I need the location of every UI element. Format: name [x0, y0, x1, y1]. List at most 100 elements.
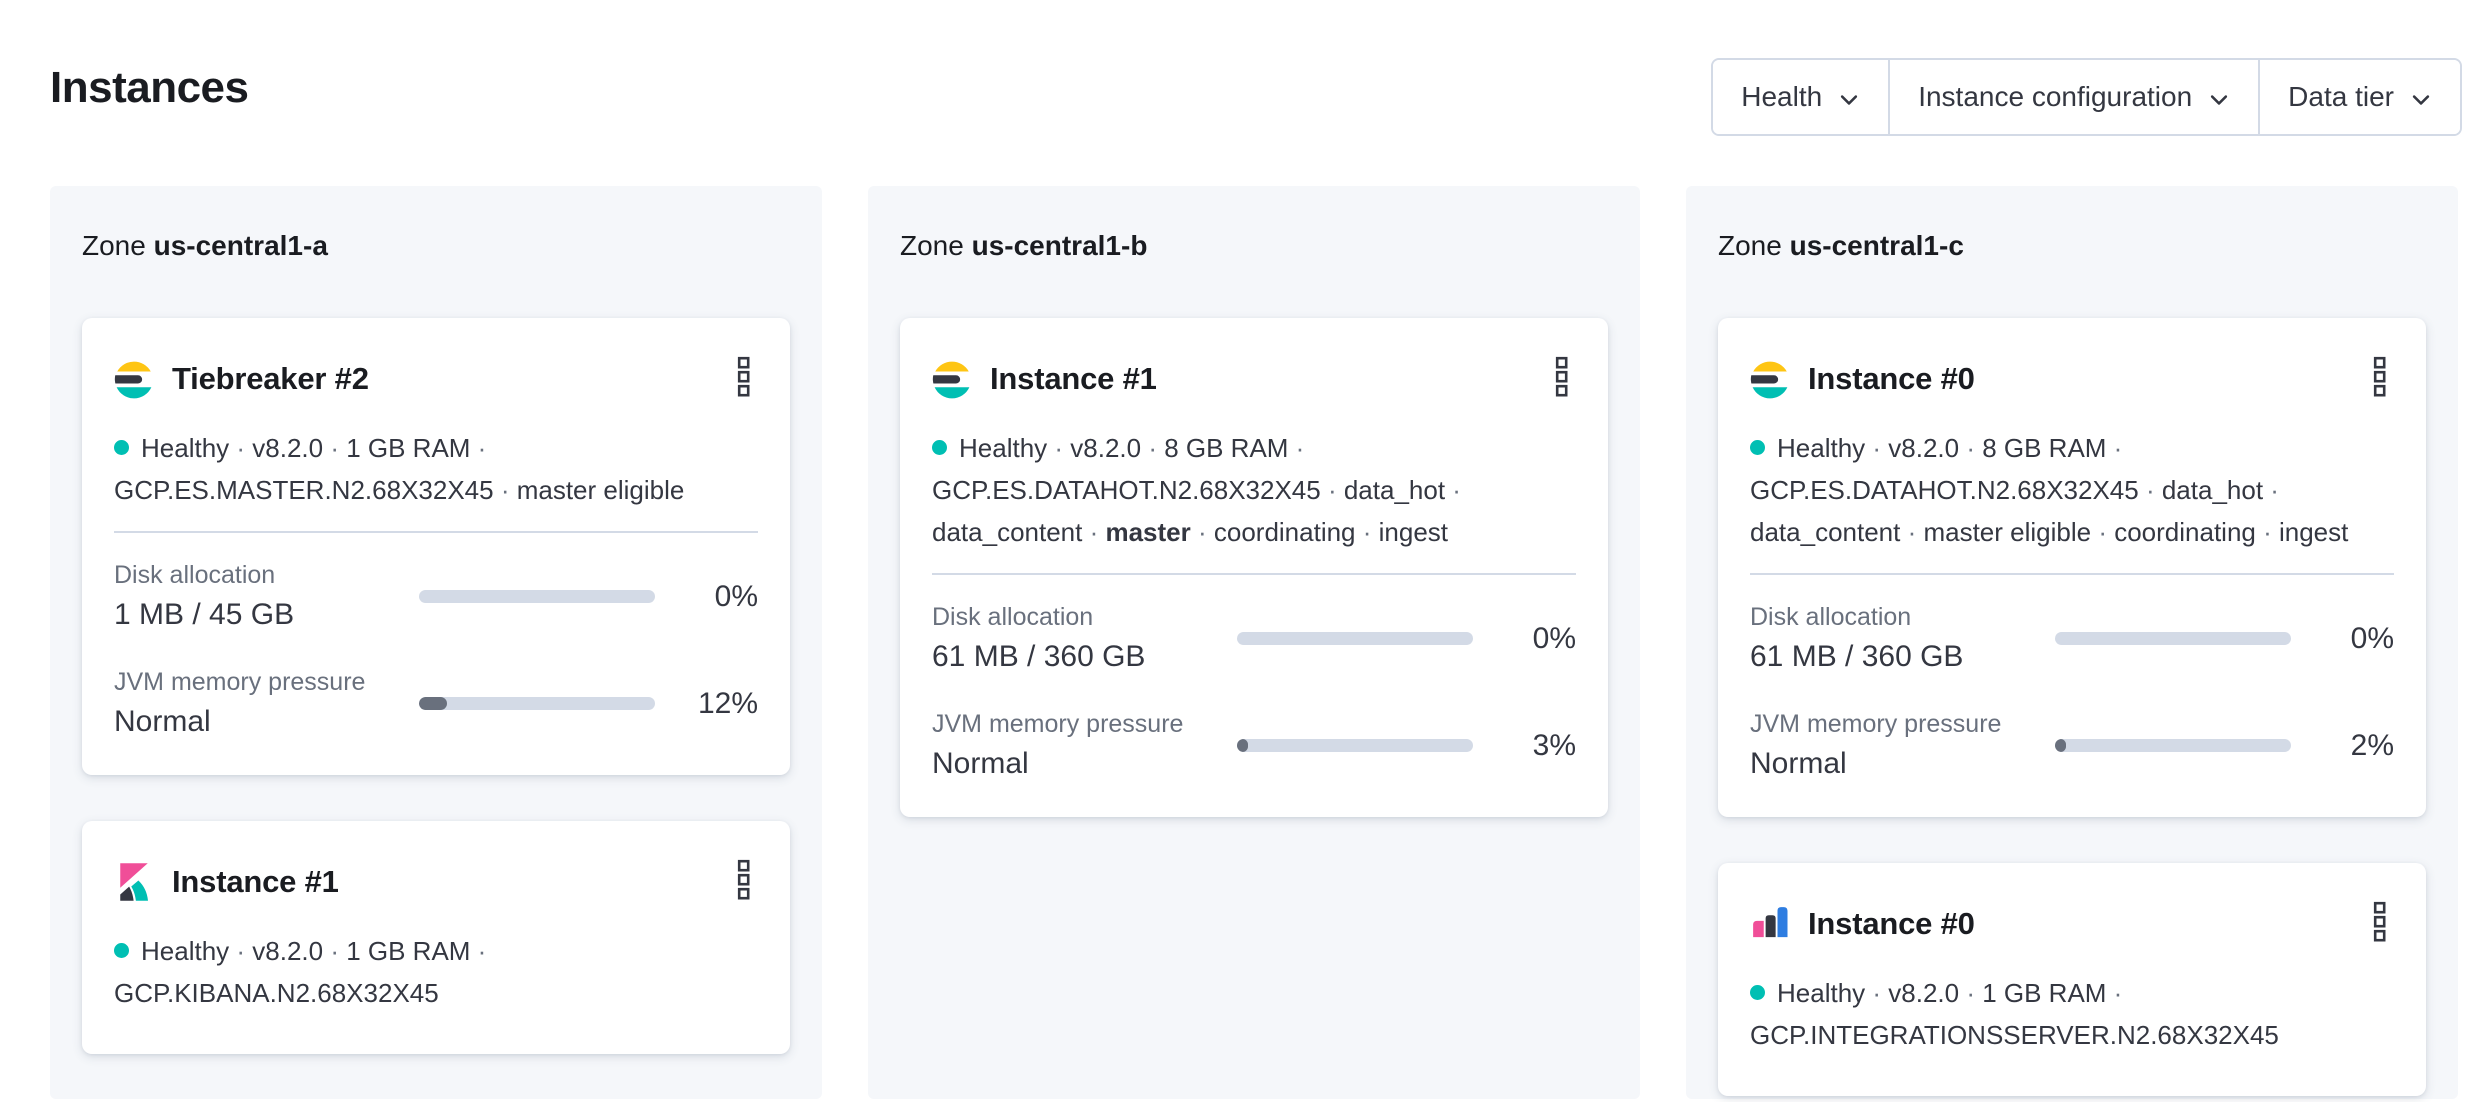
- instance-meta-part: ingest: [2278, 517, 2349, 547]
- boxes-vertical-icon: [2373, 901, 2388, 946]
- filter-instance-configuration[interactable]: Instance configuration: [1888, 60, 2259, 134]
- metric-percent: 0%: [2350, 621, 2394, 655]
- chevron-down-icon: [1838, 86, 1860, 108]
- instance-meta-part: data_hot: [2161, 475, 2264, 505]
- meta-separator: ·: [2106, 978, 2123, 1008]
- top-bar: Instances Health Instance configuration …: [0, 0, 2490, 136]
- health-dot: [114, 440, 129, 455]
- instance-card: Instance #1 Healthy · v8.2.0 · 8 GB RAM …: [900, 318, 1608, 817]
- instance-menu-button[interactable]: [731, 855, 758, 908]
- progress-bar: [419, 697, 655, 710]
- health-dot: [114, 943, 129, 958]
- meta-separator: ·: [229, 936, 253, 966]
- integrations-server-logo-icon: [1750, 904, 1790, 944]
- instance-meta-part: coordinating: [1213, 517, 1356, 547]
- jvm-memory-pressure-metric: JVM memory pressure Normal 12%: [114, 668, 758, 739]
- boxes-vertical-icon: [2373, 356, 2388, 401]
- instance-meta-part: ingest: [1378, 517, 1449, 547]
- instance-meta: Healthy · v8.2.0 · 1 GB RAM · GCP.ES.MAS…: [114, 427, 758, 511]
- instance-meta-part: data_hot: [1343, 475, 1446, 505]
- progress-bar: [1237, 632, 1473, 645]
- health-status: Healthy: [141, 433, 230, 463]
- progress-bar-fill: [1237, 739, 1248, 752]
- instance-menu-button[interactable]: [1549, 352, 1576, 405]
- instance-meta-part: GCP.ES.MASTER.N2.68X32X45: [114, 475, 494, 505]
- zone-panel: Zone us-central1-c Instance #0 Healthy ·…: [1686, 186, 2458, 1099]
- disk-allocation-metric: Disk allocation 61 MB / 360 GB 0%: [932, 603, 1576, 674]
- metric-label: Disk allocation: [932, 603, 1094, 631]
- instance-menu-button[interactable]: [2367, 352, 2394, 405]
- zone-label: Zone us-central1-a: [82, 230, 790, 262]
- card-divider: [932, 573, 1576, 575]
- elasticsearch-logo-icon: [114, 359, 154, 399]
- instance-meta-part: data_content: [1750, 517, 1901, 547]
- instance-menu-button[interactable]: [731, 352, 758, 405]
- instance-card: Tiebreaker #2 Healthy · v8.2.0 · 1 GB RA…: [82, 318, 790, 775]
- zone-label: Zone us-central1-b: [900, 230, 1608, 262]
- instance-meta-part: master: [1105, 517, 1191, 547]
- metric-percent: 12%: [697, 686, 758, 720]
- zone-label-prefix: Zone: [900, 230, 972, 261]
- instance-meta-part: v8.2.0: [252, 936, 324, 966]
- metric-label: JVM memory pressure: [1750, 710, 2002, 738]
- elasticsearch-logo-icon: [932, 359, 972, 399]
- instance-meta-part: v8.2.0: [1888, 433, 1960, 463]
- instance-meta-part: v8.2.0: [1070, 433, 1142, 463]
- instance-card-header: Instance #0: [1750, 352, 2394, 405]
- instance-title: Instance #0: [1808, 360, 1975, 396]
- metric-percent: 0%: [714, 579, 758, 613]
- chevron-down-icon: [2410, 86, 2432, 108]
- jvm-memory-pressure-text: JVM memory pressure Normal: [932, 710, 1237, 781]
- instance-meta: Healthy · v8.2.0 · 1 GB RAM · GCP.INTEGR…: [1750, 972, 2394, 1056]
- instance-meta-part: GCP.ES.DATAHOT.N2.68X32X45: [932, 475, 1321, 505]
- instance-meta: Healthy · v8.2.0 · 8 GB RAM · GCP.ES.DAT…: [1750, 427, 2394, 553]
- zone-label-prefix: Zone: [1718, 230, 1790, 261]
- instance-meta-part: GCP.KIBANA.N2.68X32X45: [114, 978, 439, 1008]
- metric-percent: 0%: [1532, 621, 1576, 655]
- jvm-memory-pressure-text: JVM memory pressure Normal: [114, 668, 419, 739]
- instance-meta-part: 8 GB RAM: [1164, 433, 1289, 463]
- instance-meta-part: v8.2.0: [1888, 978, 1960, 1008]
- instance-card-header: Instance #1: [932, 352, 1576, 405]
- instance-menu-button[interactable]: [2367, 897, 2394, 950]
- metric-percent: 2%: [2350, 728, 2394, 762]
- disk-allocation-text: Disk allocation 1 MB / 45 GB: [114, 561, 419, 632]
- meta-separator: ·: [1865, 978, 1889, 1008]
- zone-label: Zone us-central1-c: [1718, 230, 2426, 262]
- instance-meta: Healthy · v8.2.0 · 8 GB RAM · GCP.ES.DAT…: [932, 427, 1576, 553]
- instance-meta-part: 1 GB RAM: [1982, 978, 2107, 1008]
- meta-separator: ·: [2263, 475, 2279, 505]
- elasticsearch-logo-icon: [1750, 359, 1790, 399]
- meta-separator: ·: [2255, 517, 2279, 547]
- instance-meta-part: 8 GB RAM: [1982, 433, 2107, 463]
- instance-meta: Healthy · v8.2.0 · 1 GB RAM · GCP.KIBANA…: [114, 930, 758, 1014]
- disk-allocation-text: Disk allocation 61 MB / 360 GB: [1750, 603, 2055, 674]
- boxes-vertical-icon: [1555, 356, 1570, 401]
- disk-allocation-text: Disk allocation 61 MB / 360 GB: [932, 603, 1237, 674]
- jvm-memory-pressure-metric: JVM memory pressure Normal 2%: [1750, 710, 2394, 781]
- zone-name: us-central1-b: [971, 230, 1148, 261]
- meta-separator: ·: [323, 936, 347, 966]
- instance-meta-part: 1 GB RAM: [346, 936, 471, 966]
- jvm-memory-pressure-text: JVM memory pressure Normal: [1750, 710, 2055, 781]
- meta-separator: ·: [229, 433, 253, 463]
- filter-instance-configuration-label: Instance configuration: [1918, 81, 2193, 112]
- zone-panel: Zone us-central1-b Instance #1 Healthy ·…: [868, 186, 1640, 1099]
- filter-health[interactable]: Health: [1713, 60, 1889, 134]
- meta-separator: ·: [1959, 433, 1983, 463]
- instance-meta-part: 1 GB RAM: [346, 433, 471, 463]
- zone-panel: Zone us-central1-a Tiebreaker #2 Healthy…: [50, 186, 822, 1099]
- health-status: Healthy: [1777, 978, 1866, 1008]
- filter-data-tier[interactable]: Data tier: [2258, 60, 2460, 134]
- meta-separator: ·: [1141, 433, 1165, 463]
- meta-separator: ·: [323, 433, 347, 463]
- meta-separator: ·: [470, 936, 487, 966]
- progress-bar: [2055, 739, 2291, 752]
- meta-separator: ·: [1047, 433, 1071, 463]
- boxes-vertical-icon: [737, 859, 752, 904]
- meta-separator: ·: [2091, 517, 2115, 547]
- metric-label: JVM memory pressure: [114, 668, 366, 696]
- progress-bar-fill: [2055, 739, 2066, 752]
- instance-meta-part: master eligible: [516, 475, 685, 505]
- instance-meta-part: data_content: [932, 517, 1083, 547]
